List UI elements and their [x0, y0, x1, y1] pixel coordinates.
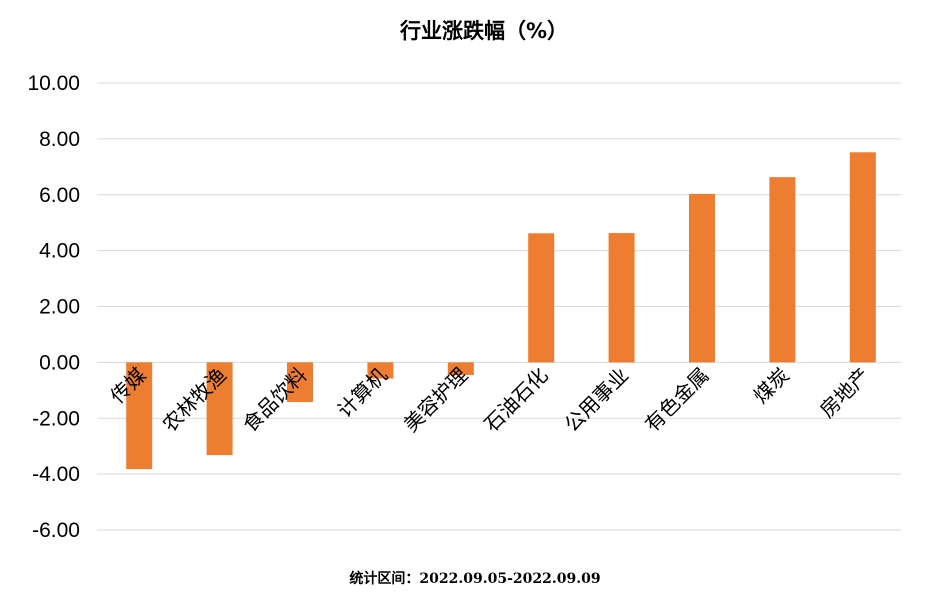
- y-axis-tick-labels: 10.00 8.00 6.00 4.00 2.00 0.00 -2.00 -4.00 -6.00: [27, 72, 80, 542]
- y-tick-label: 0.00: [39, 351, 80, 374]
- y-tick-label: -6.00: [32, 519, 80, 542]
- y-tick-label: 8.00: [39, 128, 80, 151]
- x-category-label: 煤炭: [749, 363, 794, 408]
- bar: [528, 233, 555, 363]
- x-category-label: 公用事业: [560, 363, 634, 437]
- y-tick-label: 4.00: [39, 240, 80, 263]
- bar: [447, 362, 474, 375]
- bar: [849, 152, 876, 363]
- y-tick-label: 10.00: [27, 72, 80, 95]
- bar: [287, 362, 313, 403]
- bar: [367, 362, 394, 379]
- bar: [608, 233, 635, 363]
- y-tick-label: 2.00: [39, 296, 80, 319]
- y-tick-label: 6.00: [39, 184, 80, 207]
- y-tick-label: -4.00: [32, 463, 80, 486]
- bar: [126, 362, 153, 470]
- bar: [206, 362, 233, 456]
- bars: [126, 152, 876, 470]
- bar: [769, 177, 796, 363]
- bar: [689, 193, 715, 363]
- x-category-label: 石油石化: [479, 363, 553, 437]
- x-category-label: 美容护理: [399, 363, 473, 437]
- chart-title: 行业涨跌幅（%）: [399, 19, 568, 43]
- x-category-label: 计算机: [333, 363, 392, 422]
- x-category-label: 房地产: [815, 363, 874, 422]
- x-category-label: 有色金属: [640, 363, 714, 437]
- y-tick-label: -2.00: [32, 407, 80, 430]
- footer-date-range: 统计区间：2022.09.05-2022.09.09: [349, 570, 600, 587]
